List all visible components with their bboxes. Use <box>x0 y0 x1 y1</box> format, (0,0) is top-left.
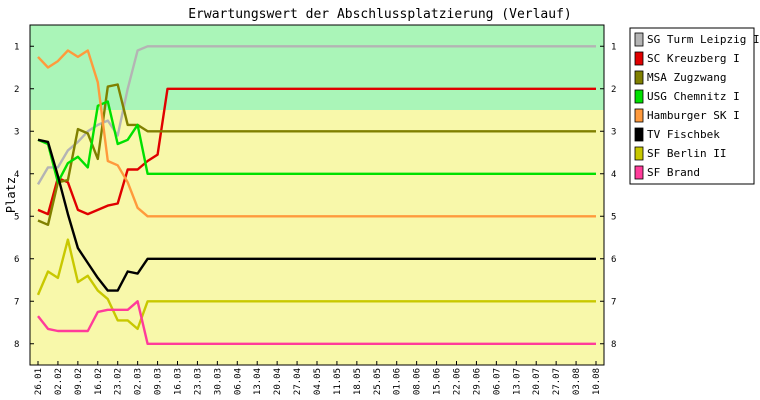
x-tick-label-23: 06.07 <box>492 368 502 395</box>
x-tick-label-9: 30.03 <box>213 368 223 395</box>
y-ticks-right: 1 2 3 4 5 6 7 8 <box>600 42 616 350</box>
y-tick-label-left-7: 8 <box>14 340 19 350</box>
series-line-3 <box>37 100 596 184</box>
x-tick-label-18: 01.06 <box>393 368 403 395</box>
legend-swatch-3 <box>634 89 644 104</box>
legend-box <box>629 27 755 185</box>
x-tick-label-7: 16.03 <box>174 368 184 395</box>
x-tick-label-6: 09.03 <box>154 368 164 395</box>
legend-label-4: Hamburger SK I <box>647 109 740 122</box>
legend-label-6: SF Berlin II <box>647 147 726 160</box>
y-tick-label-right-2: 3 <box>611 127 616 137</box>
x-tick-label-27: 03.08 <box>572 368 582 395</box>
background-bands <box>30 25 604 365</box>
series-line-7 <box>37 300 596 345</box>
x-tick-label-28: 10.08 <box>592 368 602 395</box>
y-tick-label-right-4: 5 <box>611 212 616 222</box>
x-tick-label-17: 25.05 <box>373 368 383 395</box>
legend: SG Turm Leipzig I SC Kreuzberg I MSA Zugzw… <box>629 27 760 185</box>
legend-label-1: SC Kreuzberg I <box>647 52 740 65</box>
series-line-2 <box>37 83 596 227</box>
legend-swatch-6 <box>634 146 644 161</box>
x-tick-label-8: 23.03 <box>193 368 203 395</box>
x-tick-label-20: 15.06 <box>433 368 443 395</box>
y-axis-label: Platz <box>4 177 18 213</box>
x-tick-label-24: 13.07 <box>512 368 522 395</box>
legend-label-2: MSA Zugzwang <box>647 71 726 84</box>
series-line-4 <box>37 49 596 218</box>
y-tick-label-right-7: 8 <box>611 340 616 350</box>
x-tick-label-5: 02.03 <box>134 368 144 395</box>
legend-swatch-5 <box>634 127 644 142</box>
x-tick-label-0: 26.01 <box>34 368 44 395</box>
series-line-5 <box>37 138 596 292</box>
y-tick-label-right-3: 4 <box>611 170 616 180</box>
series-lines <box>36 45 596 345</box>
y-tick-label-left-2: 3 <box>14 127 19 137</box>
legend-label-0: SG Turm Leipzig I <box>647 33 760 46</box>
y-tick-label-left-5: 6 <box>14 255 19 265</box>
series-line-1 <box>37 87 596 216</box>
x-tick-label-15: 11.05 <box>333 368 343 395</box>
band-1 <box>30 110 604 365</box>
legend-label-3: USG Chemnitz I <box>647 90 740 103</box>
y-tick-label-right-0: 1 <box>611 42 616 52</box>
y-tick-label-left-4: 5 <box>14 212 19 222</box>
y-tick-label-left-0: 1 <box>14 42 19 52</box>
band-0 <box>30 25 604 110</box>
x-tick-label-25: 20.07 <box>532 368 542 395</box>
y-tick-label-right-5: 6 <box>611 255 616 265</box>
x-tick-label-26: 27.07 <box>552 368 562 395</box>
y-ticks-left: 1 2 3 4 5 6 7 8 <box>14 42 34 350</box>
y-tick-label-left-6: 7 <box>14 297 19 307</box>
y-tick-label-right-1: 2 <box>611 85 616 95</box>
x-tick-label-10: 06.04 <box>233 368 243 395</box>
x-tick-label-2: 09.02 <box>74 368 84 395</box>
legend-swatch-7 <box>634 165 644 180</box>
legend-label-7: SF Brand <box>647 166 700 179</box>
y-tick-label-left-1: 2 <box>14 85 19 95</box>
chart-title: Erwartungswert der Abschlussplatzierung … <box>188 7 572 22</box>
x-tick-label-22: 29.06 <box>472 368 482 395</box>
y-tick-label-left-3: 4 <box>14 170 19 180</box>
x-tick-label-21: 22.06 <box>453 368 463 395</box>
x-tick-label-1: 02.02 <box>54 368 64 395</box>
legend-label-5: TV Fischbek <box>647 128 720 141</box>
legend-swatch-4 <box>634 108 644 123</box>
legend-swatch-1 <box>634 51 644 66</box>
x-tick-label-13: 27.04 <box>293 368 303 395</box>
x-tick-label-4: 23.02 <box>114 368 124 395</box>
legend-swatch-0 <box>634 32 644 47</box>
x-tick-label-19: 08.06 <box>413 368 423 395</box>
series-line-6 <box>36 238 596 331</box>
x-tick-label-11: 13.04 <box>253 368 263 395</box>
x-ticks: 26.01 02.02 09.02 16.02 23.02 02.03 09.03 16.03… <box>34 361 602 395</box>
legend-swatch-2 <box>634 70 644 85</box>
y-tick-label-right-6: 7 <box>611 297 616 307</box>
x-tick-label-14: 04.05 <box>313 368 323 395</box>
x-tick-label-16: 18.05 <box>353 368 363 395</box>
x-tick-label-12: 20.04 <box>273 368 283 395</box>
x-tick-label-3: 16.02 <box>94 368 104 395</box>
